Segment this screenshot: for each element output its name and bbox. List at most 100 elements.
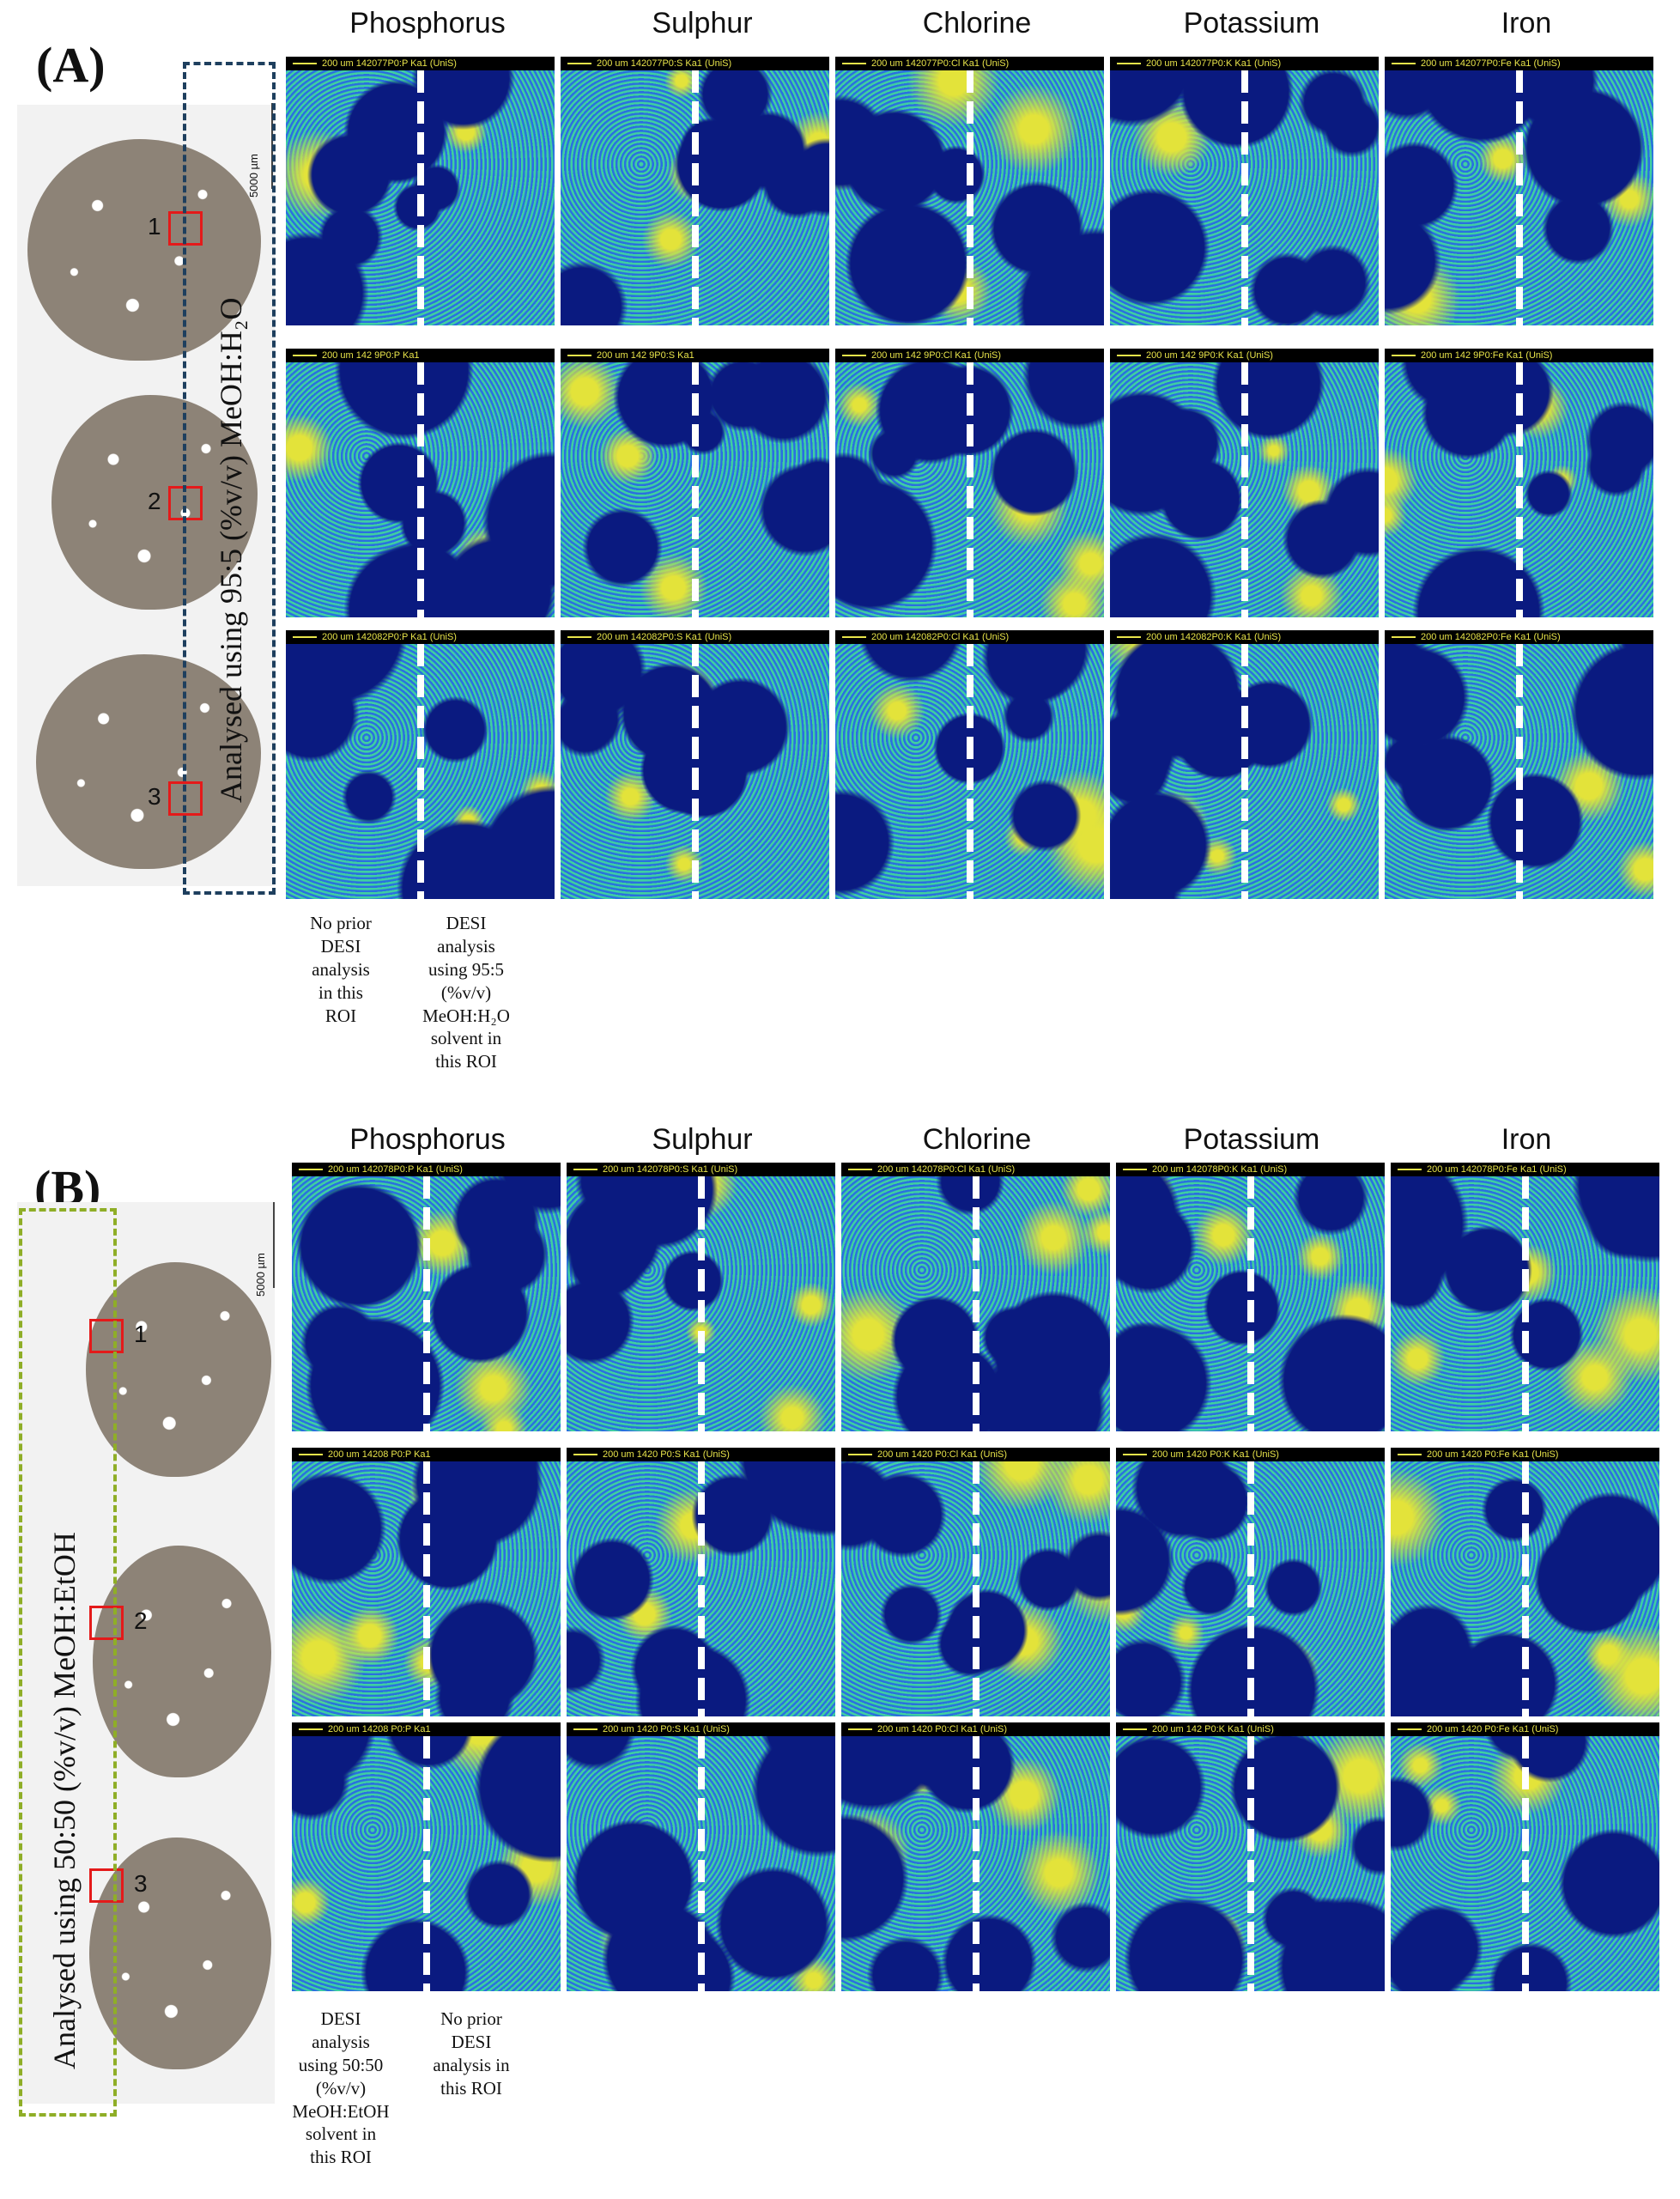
- map-label: 200 um 142 9P0:Fe Ka1 (UniS): [1421, 350, 1553, 361]
- map-label: 200 um 142082P0:Cl Ka1 (UniS): [871, 632, 1010, 642]
- map-iron-roi-3: 200 um 142082P0:Fe Ka1 (UniS): [1385, 630, 1653, 899]
- panel-a-column-headers: Phosphorus Sulphur Chlorine Potassium Ir…: [0, 0, 1680, 52]
- annotation-right-half: No prior DESI analysis in this ROI: [415, 2008, 527, 2100]
- roi-number-1: 1: [148, 213, 161, 240]
- annotation-line: DESI: [446, 913, 487, 933]
- annotation-line: solvent in: [430, 1028, 502, 1049]
- map-sulphur-roi-1: 200 um 142078P0:S Ka1 (UniS): [567, 1163, 835, 1431]
- map-chlorine-roi-2: 200 um 1420 P0:Cl Ka1 (UniS): [841, 1448, 1110, 1716]
- column-header-phosphorus: Phosphorus: [349, 1123, 506, 1156]
- panel-b: (B) Phosphorus Sulphur Chlorine Potassiu…: [0, 1108, 1680, 2199]
- map-label: 200 um 14208 P0:P Ka1: [328, 1724, 431, 1734]
- tissue-section-3: [36, 654, 261, 869]
- map-iron-roi-1: 200 um 142078P0:Fe Ka1 (UniS): [1391, 1163, 1659, 1431]
- annotation-line: analysis: [437, 935, 495, 957]
- map-potassium-roi-1: 200 um 142077P0:K Ka1 (UniS): [1110, 57, 1379, 325]
- map-label: 200 um 142 9P0:Cl Ka1 (UniS): [871, 350, 1002, 361]
- annotation-left-half: No prior DESI analysis in this ROI: [285, 912, 397, 1027]
- roi-number-3: 3: [134, 1870, 148, 1897]
- column-header-potassium: Potassium: [1183, 1123, 1320, 1156]
- map-iron-roi-3: 200 um 1420 P0:Fe Ka1 (UniS): [1391, 1722, 1659, 1991]
- map-sulphur-roi-2: 200 um 142 9P0:S Ka1: [561, 349, 829, 617]
- map-label: 200 um 142078P0:P Ka1 (UniS): [328, 1164, 463, 1175]
- annotation-left-half: DESI analysis using 50:50 (%v/v) MeOH:Et…: [285, 2008, 397, 2169]
- roi-box-2: [89, 1606, 124, 1640]
- map-label: 200 um 142078P0:Cl Ka1 (UniS): [877, 1164, 1016, 1175]
- roi-number-2: 2: [134, 1607, 148, 1634]
- roi-number-3: 3: [148, 783, 161, 810]
- column-header-phosphorus: Phosphorus: [349, 7, 506, 39]
- roi-box-3: [89, 1868, 124, 1903]
- map-phosphorus-roi-3: 200 um 14208 P0:P Ka1: [292, 1722, 561, 1991]
- map-sulphur-roi-1: 200 um 142077P0:S Ka1 (UniS): [561, 57, 829, 325]
- roi-number-2: 2: [148, 488, 161, 514]
- annotation-line: DESI: [320, 2008, 361, 2029]
- tissue-section-2: [52, 395, 258, 610]
- map-chlorine-roi-2: 200 um 142 9P0:Cl Ka1 (UniS): [835, 349, 1104, 617]
- scale-bar-label: 5000 µm: [254, 1253, 267, 1297]
- map-label: 200 um 142077P0:P Ka1 (UniS): [322, 58, 457, 69]
- panel-b-column-headers: Phosphorus Sulphur Chlorine Potassium Ir…: [0, 1116, 1680, 1168]
- map-label: 200 um 142077P0:Fe Ka1 (UniS): [1421, 58, 1561, 69]
- solvent-group-box: [19, 1208, 117, 2117]
- map-label: 200 um 1420 P0:S Ka1 (UniS): [603, 1449, 730, 1460]
- map-label: 200 um 142082P0:K Ka1 (UniS): [1146, 632, 1282, 642]
- map-sulphur-roi-3: 200 um 1420 P0:S Ka1 (UniS): [567, 1722, 835, 1991]
- annotation-line: (%v/v): [440, 981, 492, 1003]
- annotation-line: analysis in: [433, 2054, 510, 2075]
- panel-a: (A) Phosphorus Sulphur Chlorine Potassiu…: [0, 0, 1680, 1072]
- map-label: 200 um 142077P0:S Ka1 (UniS): [597, 58, 732, 69]
- column-header-iron: Iron: [1501, 7, 1552, 39]
- map-potassium-roi-2: 200 um 1420 P0:K Ka1 (UniS): [1116, 1448, 1385, 1716]
- map-phosphorus-roi-1: 200 um 142077P0:P Ka1 (UniS): [286, 57, 555, 325]
- map-label: 200 um 1420 P0:Fe Ka1 (UniS): [1427, 1449, 1559, 1460]
- map-label: 200 um 142078P0:S Ka1 (UniS): [603, 1164, 738, 1175]
- roi-box-1: [89, 1319, 124, 1353]
- map-sulphur-roi-2: 200 um 1420 P0:S Ka1 (UniS): [567, 1448, 835, 1716]
- annotation-line: (%v/v): [315, 2077, 367, 2099]
- map-iron-roi-2: 200 um 142 9P0:Fe Ka1 (UniS): [1385, 349, 1653, 617]
- column-header-chlorine: Chlorine: [922, 7, 1032, 39]
- map-label: 200 um 142 9P0:P Ka1: [322, 350, 420, 361]
- column-header-iron: Iron: [1501, 1123, 1552, 1156]
- annotation-line: solvent in: [305, 2123, 377, 2145]
- annotation-line: using 50:50: [298, 2054, 384, 2075]
- column-header-sulphur: Sulphur: [652, 7, 753, 39]
- annotation-line: MeOH:EtOH: [292, 2100, 390, 2122]
- annotation-line: DESI: [320, 935, 361, 957]
- map-label: 200 um 142077P0:Cl Ka1 (UniS): [871, 58, 1010, 69]
- map-label: 200 um 142082P0:P Ka1 (UniS): [322, 632, 457, 642]
- map-label: 200 um 1420 P0:S Ka1 (UniS): [603, 1724, 730, 1734]
- map-label: 200 um 1420 P0:Fe Ka1 (UniS): [1427, 1724, 1559, 1734]
- map-label: 200 um 142077P0:K Ka1 (UniS): [1146, 58, 1282, 69]
- map-potassium-roi-3: 200 um 142082P0:K Ka1 (UniS): [1110, 630, 1379, 899]
- map-label: 200 um 1420 P0:Cl Ka1 (UniS): [877, 1724, 1008, 1734]
- map-phosphorus-roi-2: 200 um 142 9P0:P Ka1: [286, 349, 555, 617]
- column-header-potassium: Potassium: [1183, 7, 1320, 39]
- tissue-section-1: [27, 139, 261, 361]
- map-potassium-roi-3: 200 um 142 P0:K Ka1 (UniS): [1116, 1722, 1385, 1991]
- map-chlorine-roi-3: 200 um 142082P0:Cl Ka1 (UniS): [835, 630, 1104, 899]
- map-potassium-roi-1: 200 um 142078P0:K Ka1 (UniS): [1116, 1163, 1385, 1431]
- column-header-sulphur: Sulphur: [652, 1123, 753, 1156]
- annotation-line: No prior: [440, 2008, 502, 2029]
- map-phosphorus-roi-3: 200 um 142082P0:P Ka1 (UniS): [286, 630, 555, 899]
- annotation-line: analysis: [312, 958, 370, 980]
- map-chlorine-roi-1: 200 um 142078P0:Cl Ka1 (UniS): [841, 1163, 1110, 1431]
- map-chlorine-roi-1: 200 um 142077P0:Cl Ka1 (UniS): [835, 57, 1104, 325]
- map-chlorine-roi-3: 200 um 1420 P0:Cl Ka1 (UniS): [841, 1722, 1110, 1991]
- solvent-label: Analysed using 50:50 (%v/v) MeOH:EtOH: [47, 1532, 82, 2069]
- map-label: 200 um 14208 P0:P Ka1: [328, 1449, 431, 1460]
- map-label: 200 um 142078P0:K Ka1 (UniS): [1152, 1164, 1288, 1175]
- scale-bar: [273, 1202, 275, 1288]
- tissue-section-3: [89, 1838, 271, 2069]
- tissue-section-strip: [17, 1202, 275, 2104]
- map-label: 200 um 1420 P0:K Ka1 (UniS): [1152, 1449, 1279, 1460]
- annotation-line: ROI: [324, 1005, 357, 1026]
- tissue-section-1: [86, 1262, 271, 1477]
- column-header-chlorine: Chlorine: [922, 1123, 1032, 1156]
- annotation-line: in this: [318, 981, 363, 1003]
- map-label: 200 um 1420 P0:Cl Ka1 (UniS): [877, 1449, 1008, 1460]
- map-label: 200 um 142 9P0:S Ka1: [597, 350, 694, 361]
- map-label: 200 um 142 9P0:K Ka1 (UniS): [1146, 350, 1273, 361]
